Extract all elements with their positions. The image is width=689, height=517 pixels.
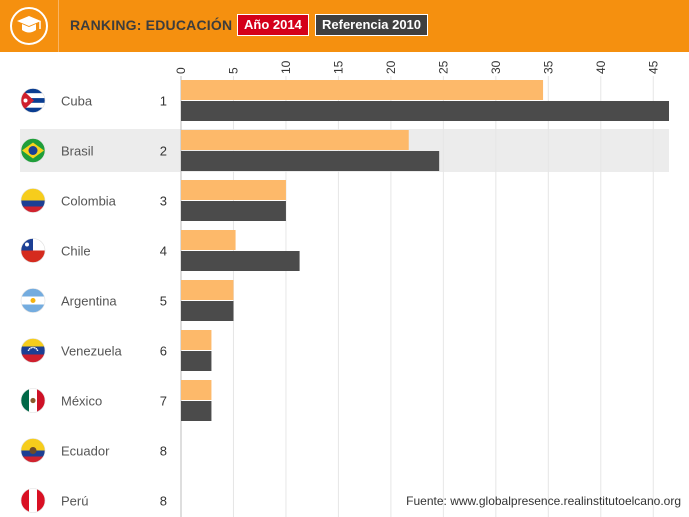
cuba-flag-icon — [20, 88, 46, 113]
tick-label-35: 35 — [541, 60, 555, 74]
legend-2010: Referencia 2010 — [315, 14, 429, 36]
tick-label-40: 40 — [594, 60, 608, 74]
bar-2014-chile — [181, 230, 236, 250]
tick-label-20: 20 — [384, 60, 398, 74]
rank-label-cuba: 1 — [160, 94, 167, 109]
bar-2014-colombia — [181, 180, 286, 200]
country-label-mexico: México — [61, 394, 102, 409]
mexico-flag-icon — [20, 388, 46, 413]
colombia-flag-icon — [20, 188, 46, 213]
brazil-body — [21, 138, 45, 163]
bars-layer — [181, 80, 669, 421]
bar-2010-chile — [181, 251, 300, 271]
rank-label-ecuador: 8 — [160, 444, 167, 459]
bar-2014-argentina — [181, 280, 234, 300]
country-label-venezuela: Venezuela — [61, 344, 122, 359]
rank-label-mexico: 7 — [160, 394, 167, 409]
mexico-body — [21, 388, 45, 413]
chile-flag-icon — [20, 238, 46, 263]
bar-2010-cuba — [181, 101, 669, 121]
rank-label-brasil: 2 — [160, 144, 167, 159]
brazil-flag-icon — [20, 138, 46, 163]
rank-label-colombia: 3 — [160, 194, 167, 209]
bar-2014-venezuela — [181, 330, 212, 350]
grid-layer — [180, 76, 654, 517]
tick-label-5: 5 — [226, 67, 240, 74]
venezuela-body — [21, 338, 45, 363]
bar-2014-mexico — [181, 380, 212, 400]
tick-label-10: 10 — [279, 60, 293, 74]
bar-2010-colombia — [181, 201, 286, 221]
venezuela-flag-icon — [20, 338, 46, 363]
peru-flag-icon — [20, 488, 46, 513]
country-label-brasil: Brasil — [61, 144, 94, 159]
tick-label-45: 45 — [646, 60, 660, 74]
cuba-body — [21, 88, 45, 113]
country-label-chile: Chile — [61, 244, 91, 259]
bar-2010-mexico — [181, 401, 212, 421]
rank-label-peru: 8 — [160, 494, 167, 509]
rank-label-venezuela: 6 — [160, 344, 167, 359]
argentina-flag-icon — [20, 288, 46, 313]
tick-label-0: 0 — [174, 67, 188, 74]
country-label-argentina: Argentina — [61, 294, 117, 309]
header: RANKING: EDUCACIÓN Año 2014 Referencia 2… — [0, 0, 689, 52]
source-note: Fuente: www.globalpresence.realinstituto… — [406, 494, 681, 508]
bar-2010-argentina — [181, 301, 234, 321]
rank-label-argentina: 5 — [160, 294, 167, 309]
bar-2014-brasil — [181, 130, 409, 150]
country-label-ecuador: Ecuador — [61, 444, 110, 459]
argentina-body — [21, 288, 45, 313]
bar-2010-brasil — [181, 151, 440, 171]
country-label-peru: Perú — [61, 494, 88, 509]
ecuador-body — [21, 438, 45, 463]
tick-label-30: 30 — [489, 60, 503, 74]
tick-label-15: 15 — [331, 60, 345, 74]
peru-body — [21, 488, 45, 513]
graduation-cap-icon — [10, 7, 48, 45]
bar-2014-cuba — [181, 80, 544, 100]
country-label-colombia: Colombia — [61, 194, 117, 209]
rank-label-chile: 4 — [160, 244, 167, 259]
page-title: RANKING: EDUCACIÓN — [70, 17, 233, 33]
ecuador-flag-icon — [20, 438, 46, 463]
country-label-cuba: Cuba — [61, 94, 93, 109]
colombia-body — [21, 188, 45, 213]
bar-2010-venezuela — [181, 351, 212, 371]
tick-label-25: 25 — [436, 60, 450, 74]
legend-2014: Año 2014 — [237, 14, 309, 36]
header-icon-container — [0, 0, 59, 52]
